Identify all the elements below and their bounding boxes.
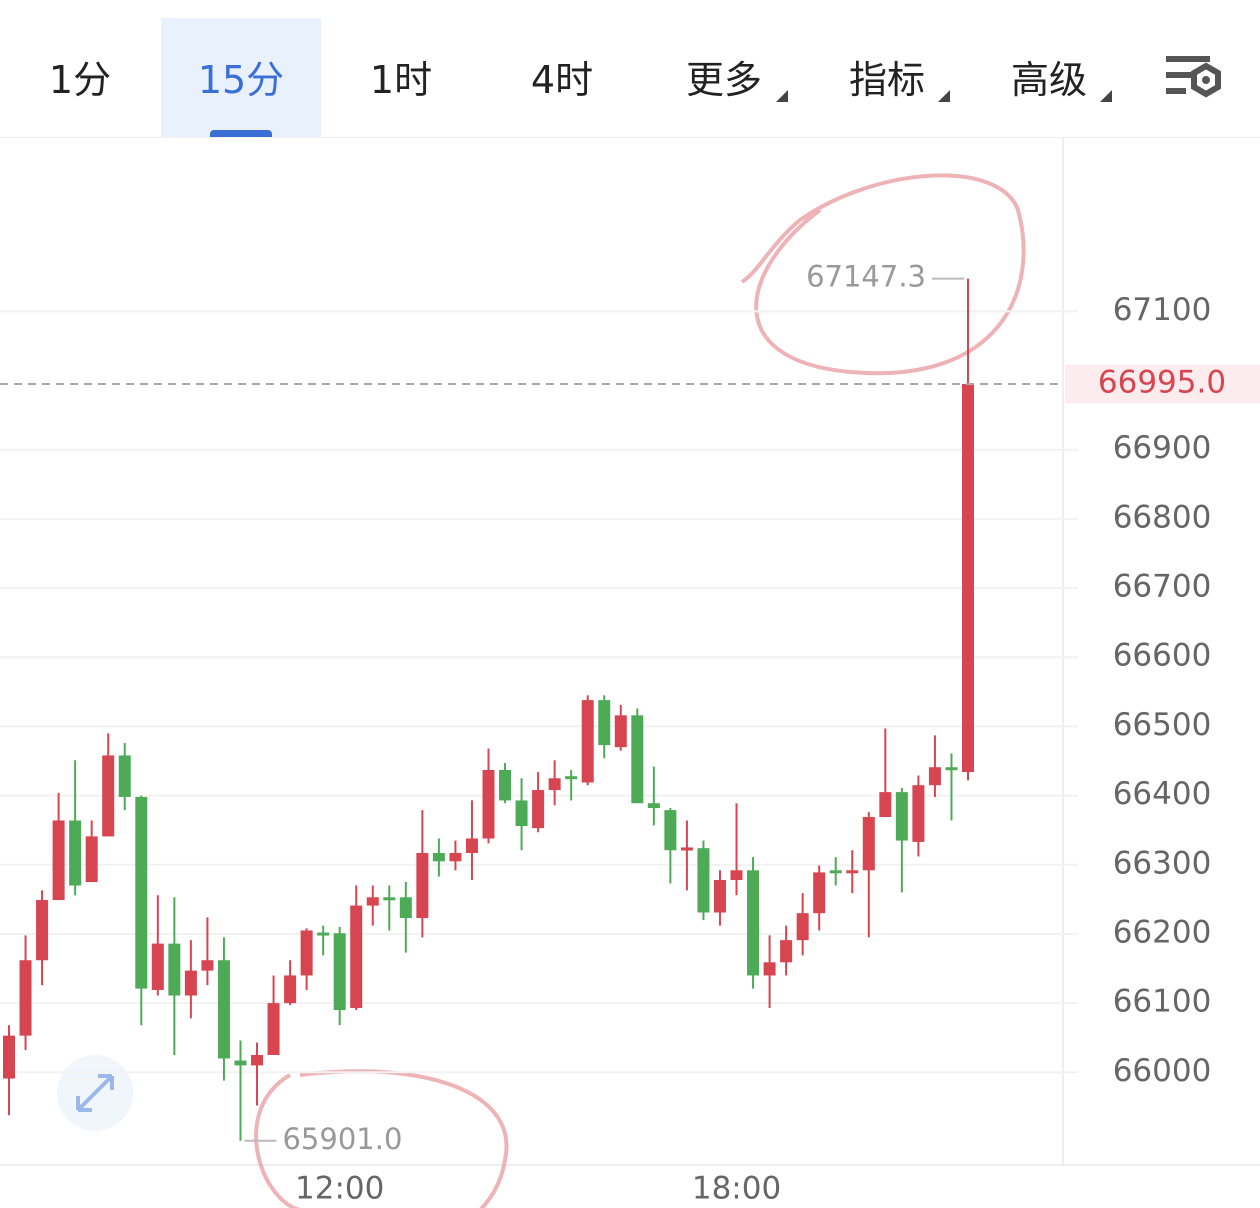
candle-body <box>829 870 842 874</box>
candle-body <box>780 940 793 963</box>
dropdown-caret <box>1100 90 1112 102</box>
y-tick-label: 66700 <box>1113 569 1212 605</box>
candle-body <box>747 870 760 976</box>
candle-body <box>846 870 859 874</box>
candle-body <box>234 1060 247 1066</box>
candle-body <box>151 943 164 990</box>
tab[interactable]: 1时 <box>369 58 433 102</box>
candle-body <box>763 962 776 976</box>
candle-body <box>962 383 974 773</box>
y-tick-label: 66300 <box>1113 845 1212 881</box>
candle-body <box>333 933 346 1011</box>
x-tick-label: 12:00 <box>295 1171 384 1207</box>
y-tick-label: 66600 <box>1113 638 1212 674</box>
candle-body <box>284 975 297 1004</box>
candle-body <box>267 1003 280 1056</box>
dropdown-caret <box>776 90 788 102</box>
candle-body <box>631 715 644 804</box>
candle-body <box>647 803 660 809</box>
candle-body <box>135 796 148 989</box>
candle-body <box>36 900 49 961</box>
candle-body <box>515 800 528 827</box>
low-label: 65901.0 <box>282 1122 402 1156</box>
y-tick-label: 66200 <box>1113 914 1212 950</box>
candle-body <box>879 792 892 818</box>
candle-body <box>350 905 363 1008</box>
tab[interactable]: 4时 <box>530 58 594 102</box>
candle-body <box>499 769 512 801</box>
candle-body <box>366 897 379 906</box>
candle-body <box>201 960 214 971</box>
candle-body <box>928 767 941 786</box>
tab[interactable]: 1分 <box>48 58 112 102</box>
candle-body <box>697 848 710 913</box>
candle-body <box>796 913 809 941</box>
candle-body <box>3 1035 15 1079</box>
candle-body <box>895 792 908 841</box>
candle-body <box>482 769 495 839</box>
candle-body <box>118 755 131 797</box>
candle-body <box>862 817 875 871</box>
candle-body <box>813 872 826 914</box>
candle-body <box>945 767 958 771</box>
y-tick-label: 66000 <box>1113 1053 1212 1089</box>
candle-body <box>598 700 611 746</box>
candle-body <box>465 838 478 854</box>
last-price-label: 66995.0 <box>1098 364 1226 400</box>
candle-body <box>317 932 330 936</box>
expand-icon <box>76 1074 114 1112</box>
tab[interactable]: 更多 <box>685 58 762 102</box>
tab[interactable]: 高级 <box>1010 58 1087 102</box>
candle-body <box>680 847 693 851</box>
candle-body <box>217 960 230 1059</box>
candle-body <box>713 879 726 913</box>
candle-body <box>449 853 462 862</box>
dropdown-caret <box>938 90 950 102</box>
candle-body <box>383 897 396 901</box>
y-tick-label: 66400 <box>1113 776 1212 812</box>
candle-body <box>614 715 627 748</box>
candle-body <box>69 820 82 886</box>
candle-body <box>581 700 594 783</box>
last-price-bg <box>1065 364 1260 403</box>
candle-body <box>300 930 313 976</box>
y-tick-label: 66500 <box>1113 707 1212 743</box>
high-label: 67147.3 <box>806 260 926 294</box>
candle-body <box>19 960 32 1036</box>
candle-body <box>184 970 197 996</box>
settings-icon[interactable] <box>1160 52 1226 108</box>
candle-body <box>432 853 445 862</box>
candle-body <box>532 790 545 829</box>
y-tick-label: 66900 <box>1113 430 1212 466</box>
candle-body <box>548 778 561 791</box>
tab-active[interactable]: 15分 <box>161 18 321 137</box>
candle-body <box>251 1055 264 1066</box>
candle-body <box>664 810 677 851</box>
candle-body <box>168 943 181 996</box>
candle-body <box>399 897 412 919</box>
y-tick-label: 67100 <box>1113 292 1212 328</box>
candle-body <box>912 785 925 842</box>
tab[interactable]: 指标 <box>848 58 925 102</box>
candle-body <box>52 820 65 901</box>
candle-body <box>416 853 429 919</box>
x-tick-label: 18:00 <box>692 1171 781 1207</box>
y-tick-label: 66800 <box>1113 499 1212 535</box>
candle-body <box>102 755 115 837</box>
annotation-circle <box>740 173 1026 376</box>
candle-body <box>85 836 98 883</box>
candle-body <box>565 776 578 780</box>
candle-body <box>730 870 743 880</box>
tab-bar: 1分 15分 1时 4时 更多 指标 高级 <box>0 0 1260 138</box>
y-tick-label: 66100 <box>1113 984 1212 1020</box>
